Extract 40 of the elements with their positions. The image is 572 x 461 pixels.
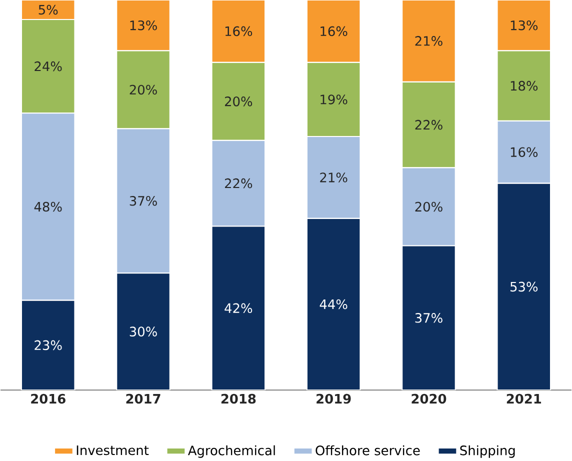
data-label: 13%	[510, 20, 538, 30]
bar	[116, 272, 170, 390]
data-label: 53%	[510, 282, 538, 292]
data-label: 24%	[34, 61, 62, 72]
data-label: 42%	[224, 303, 252, 314]
data-label: 20%	[224, 96, 252, 106]
x-tick-label: 2016	[31, 394, 66, 404]
x-tick-label: 2017	[126, 394, 160, 404]
data-label: 30%	[130, 326, 157, 336]
x-tick-label: 2019	[316, 394, 351, 404]
data-label: 19%	[320, 94, 348, 104]
bar	[402, 245, 456, 390]
x-tick-label: 2020	[412, 394, 446, 404]
data-label: 16%	[225, 26, 252, 36]
bar	[496, 182, 552, 390]
data-label: 13%	[130, 20, 157, 30]
legend-label: Shipping	[460, 445, 515, 458]
data-label: 18%	[510, 80, 538, 91]
data-label: 22%	[224, 178, 252, 188]
data-label: 20%	[415, 202, 442, 212]
data-label: 21%	[320, 172, 348, 182]
data-label: 16%	[320, 26, 348, 36]
data-label: 5%	[38, 4, 58, 15]
data-label: 48%	[34, 202, 62, 212]
legend-label: Investment	[76, 445, 149, 456]
x-tick-label: 2018	[221, 394, 256, 404]
data-label: 37%	[130, 196, 157, 206]
data-label: 21%	[415, 36, 442, 46]
data-label: 44%	[320, 299, 348, 310]
data-label: 23%	[34, 340, 62, 350]
bar	[211, 226, 266, 390]
data-label: 22%	[415, 120, 442, 130]
data-label: 37%	[415, 312, 442, 323]
data-label: 20%	[130, 84, 157, 95]
bar	[306, 218, 361, 390]
legend-label: Agrochemical	[188, 445, 275, 458]
bar	[20, 300, 76, 390]
data-label: 16%	[510, 147, 538, 157]
x-tick-label: 2021	[506, 394, 542, 404]
legend-label: Offshore service	[316, 445, 420, 456]
